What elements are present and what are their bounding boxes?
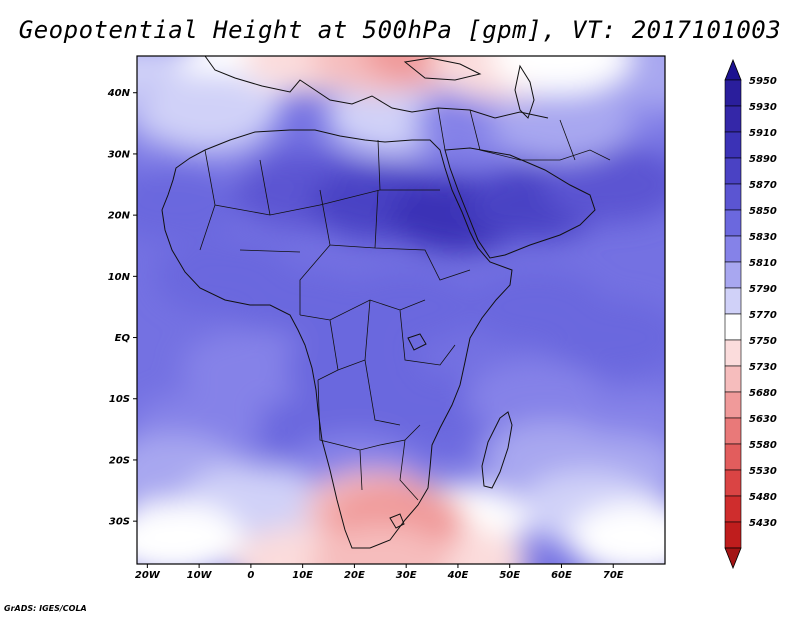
colorbar-swatch — [724, 157, 742, 185]
height-field — [137, 56, 665, 564]
lon-tick-label: 60E — [551, 570, 572, 581]
colorbar-swatch — [724, 261, 742, 289]
colorbar-top-cap — [724, 58, 742, 81]
colorbar-label: 5930 — [749, 102, 777, 113]
lon-tick-label: 10W — [187, 570, 213, 581]
height-field-patch-5730 — [310, 526, 451, 564]
height-field-patch-5770 — [569, 501, 665, 564]
country-borders — [199, 107, 611, 501]
height-field-patch-5830 — [180, 330, 321, 407]
height-field-patch-5850 — [232, 268, 373, 345]
colorbar-label: 5580 — [749, 440, 777, 451]
colorbar-label: 5750 — [749, 336, 777, 347]
colorbar-label: 5630 — [749, 414, 777, 425]
colorbar-swatch — [724, 443, 742, 471]
colorbar-swatch — [724, 209, 742, 237]
colorbar-swatch — [724, 313, 742, 341]
colorbar-bottom-cap — [724, 547, 742, 570]
colorbar-swatch — [724, 495, 742, 523]
colorbar-swatch — [724, 339, 742, 367]
europe-coastline — [204, 56, 549, 119]
colorbar-label: 5770 — [749, 310, 777, 321]
colorbar-swatch — [724, 521, 742, 549]
lon-tick-label: 20E — [344, 570, 365, 581]
colorbar-label: 5910 — [749, 128, 777, 139]
height-field-patch-5870 — [543, 146, 665, 223]
colorbar-swatch — [724, 105, 742, 133]
lesotho-border — [389, 513, 405, 529]
colorbar-swatch — [724, 131, 742, 159]
map-border — [136, 55, 666, 565]
lon-tick-label: 40E — [447, 570, 469, 581]
colorbar: 5950 5930 5910 5890 5870 5850 5830 5810 5790 5770… — [724, 58, 777, 570]
colorbar-label: 5830 — [749, 232, 777, 243]
colorbar-swatch — [724, 79, 742, 107]
colorbar-label: 5890 — [749, 154, 777, 165]
lat-tick-label: 40N — [107, 88, 131, 99]
height-field-patch-5770 — [137, 501, 244, 564]
colorbar-swatch — [724, 365, 742, 393]
lon-tick-label: 10E — [292, 570, 313, 581]
lon-tick-label: 30E — [396, 570, 417, 581]
lon-tick-label: 50E — [499, 570, 520, 581]
lat-tick-label: EQ — [115, 333, 131, 344]
lat-tick-label: 20S — [109, 455, 130, 466]
longitude-axis: 20W 10W 0 10E 20E 30E 40E 50E 60E 70E — [135, 564, 624, 581]
lat-tick-label: 20N — [108, 211, 131, 222]
colorbar-label: 5730 — [749, 362, 777, 373]
height-field-patch-5770 — [491, 56, 632, 94]
lon-tick-label: 20W — [135, 570, 161, 581]
colorbar-label: 5810 — [749, 258, 777, 269]
lat-tick-label: 30N — [108, 149, 131, 160]
colorbar-label: 5430 — [749, 518, 777, 529]
arabia-coastline — [444, 147, 596, 259]
height-field-patch-5850 — [543, 299, 665, 376]
lon-tick-label: 0 — [247, 570, 254, 581]
caspian-coast — [514, 64, 535, 119]
colorbar-label: 5530 — [749, 466, 777, 477]
colorbar-swatch — [724, 391, 742, 419]
colorbar-label: 5790 — [749, 284, 777, 295]
madagascar-coastline — [481, 411, 513, 489]
colorbar-label: 5950 — [749, 76, 777, 87]
colorbar-label: 5870 — [749, 180, 777, 191]
lat-tick-label: 30S — [109, 517, 130, 528]
height-field-patch-5850 — [137, 164, 244, 241]
coastlines — [161, 56, 611, 549]
colorbar-swatch — [724, 235, 742, 263]
map-title: Geopotential Height at 500hPa [gpm], VT:… — [18, 16, 782, 44]
colorbar-label: 5480 — [749, 492, 777, 503]
lat-tick-label: 10S — [109, 394, 130, 405]
colorbar-swatch — [724, 287, 742, 315]
africa-coastline — [161, 129, 513, 549]
lake-victoria — [407, 333, 427, 351]
colorbar-label: 5680 — [749, 388, 777, 399]
colorbar-label: 5850 — [749, 206, 777, 217]
colorbar-swatch — [724, 183, 742, 211]
colorbar-swatch — [724, 417, 742, 445]
lon-tick-label: 70E — [603, 570, 624, 581]
height-field-patch-5790 — [139, 73, 280, 150]
height-field-patch-5850 — [336, 268, 477, 345]
colorbar-swatch — [724, 469, 742, 497]
grads-credit: GrADS: IGES/COLA — [4, 604, 87, 613]
latitude-axis: 40N 30N 20N 10N EQ 10S 20S 30S — [107, 88, 137, 528]
black-sea-coast — [403, 57, 482, 81]
lat-tick-label: 10N — [108, 272, 131, 283]
